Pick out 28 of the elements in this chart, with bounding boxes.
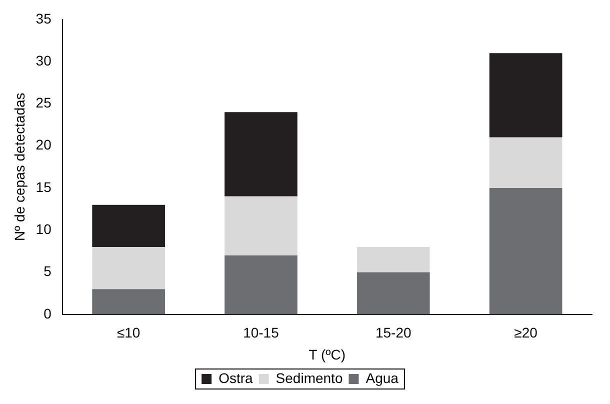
y-tick-label: 25 bbox=[36, 94, 52, 111]
bar bbox=[92, 204, 165, 247]
y-tick-label: 30 bbox=[36, 52, 52, 68]
bar bbox=[224, 255, 298, 314]
y-tick-label: 0 bbox=[44, 305, 52, 322]
legend-label: Ostra bbox=[218, 370, 254, 386]
bar bbox=[489, 188, 562, 314]
y-axis-title: Nº de cepas detectadas bbox=[11, 92, 28, 242]
bar bbox=[92, 246, 165, 290]
y-tick-label: 15 bbox=[36, 178, 52, 195]
legend-label: Agua bbox=[366, 370, 399, 386]
bar bbox=[489, 137, 562, 188]
bar bbox=[92, 289, 165, 314]
bar bbox=[489, 53, 562, 138]
y-tick-label: 35 bbox=[36, 10, 52, 26]
x-tick-label: ≤10 bbox=[116, 324, 140, 341]
x-tick-label: ≥20 bbox=[514, 324, 538, 341]
x-axis-title: T (ºC) bbox=[308, 346, 346, 362]
y-tick-label: 5 bbox=[44, 263, 52, 280]
legend-label: Sedimento bbox=[276, 370, 343, 386]
bar bbox=[224, 112, 298, 196]
x-tick-label: 10-15 bbox=[243, 324, 280, 341]
x-tick-label: 15-20 bbox=[375, 324, 412, 341]
y-tick-label: 10 bbox=[36, 220, 52, 237]
bar bbox=[224, 196, 298, 256]
bar bbox=[356, 272, 430, 314]
y-tick-label: 20 bbox=[36, 136, 52, 153]
bar bbox=[356, 246, 430, 272]
